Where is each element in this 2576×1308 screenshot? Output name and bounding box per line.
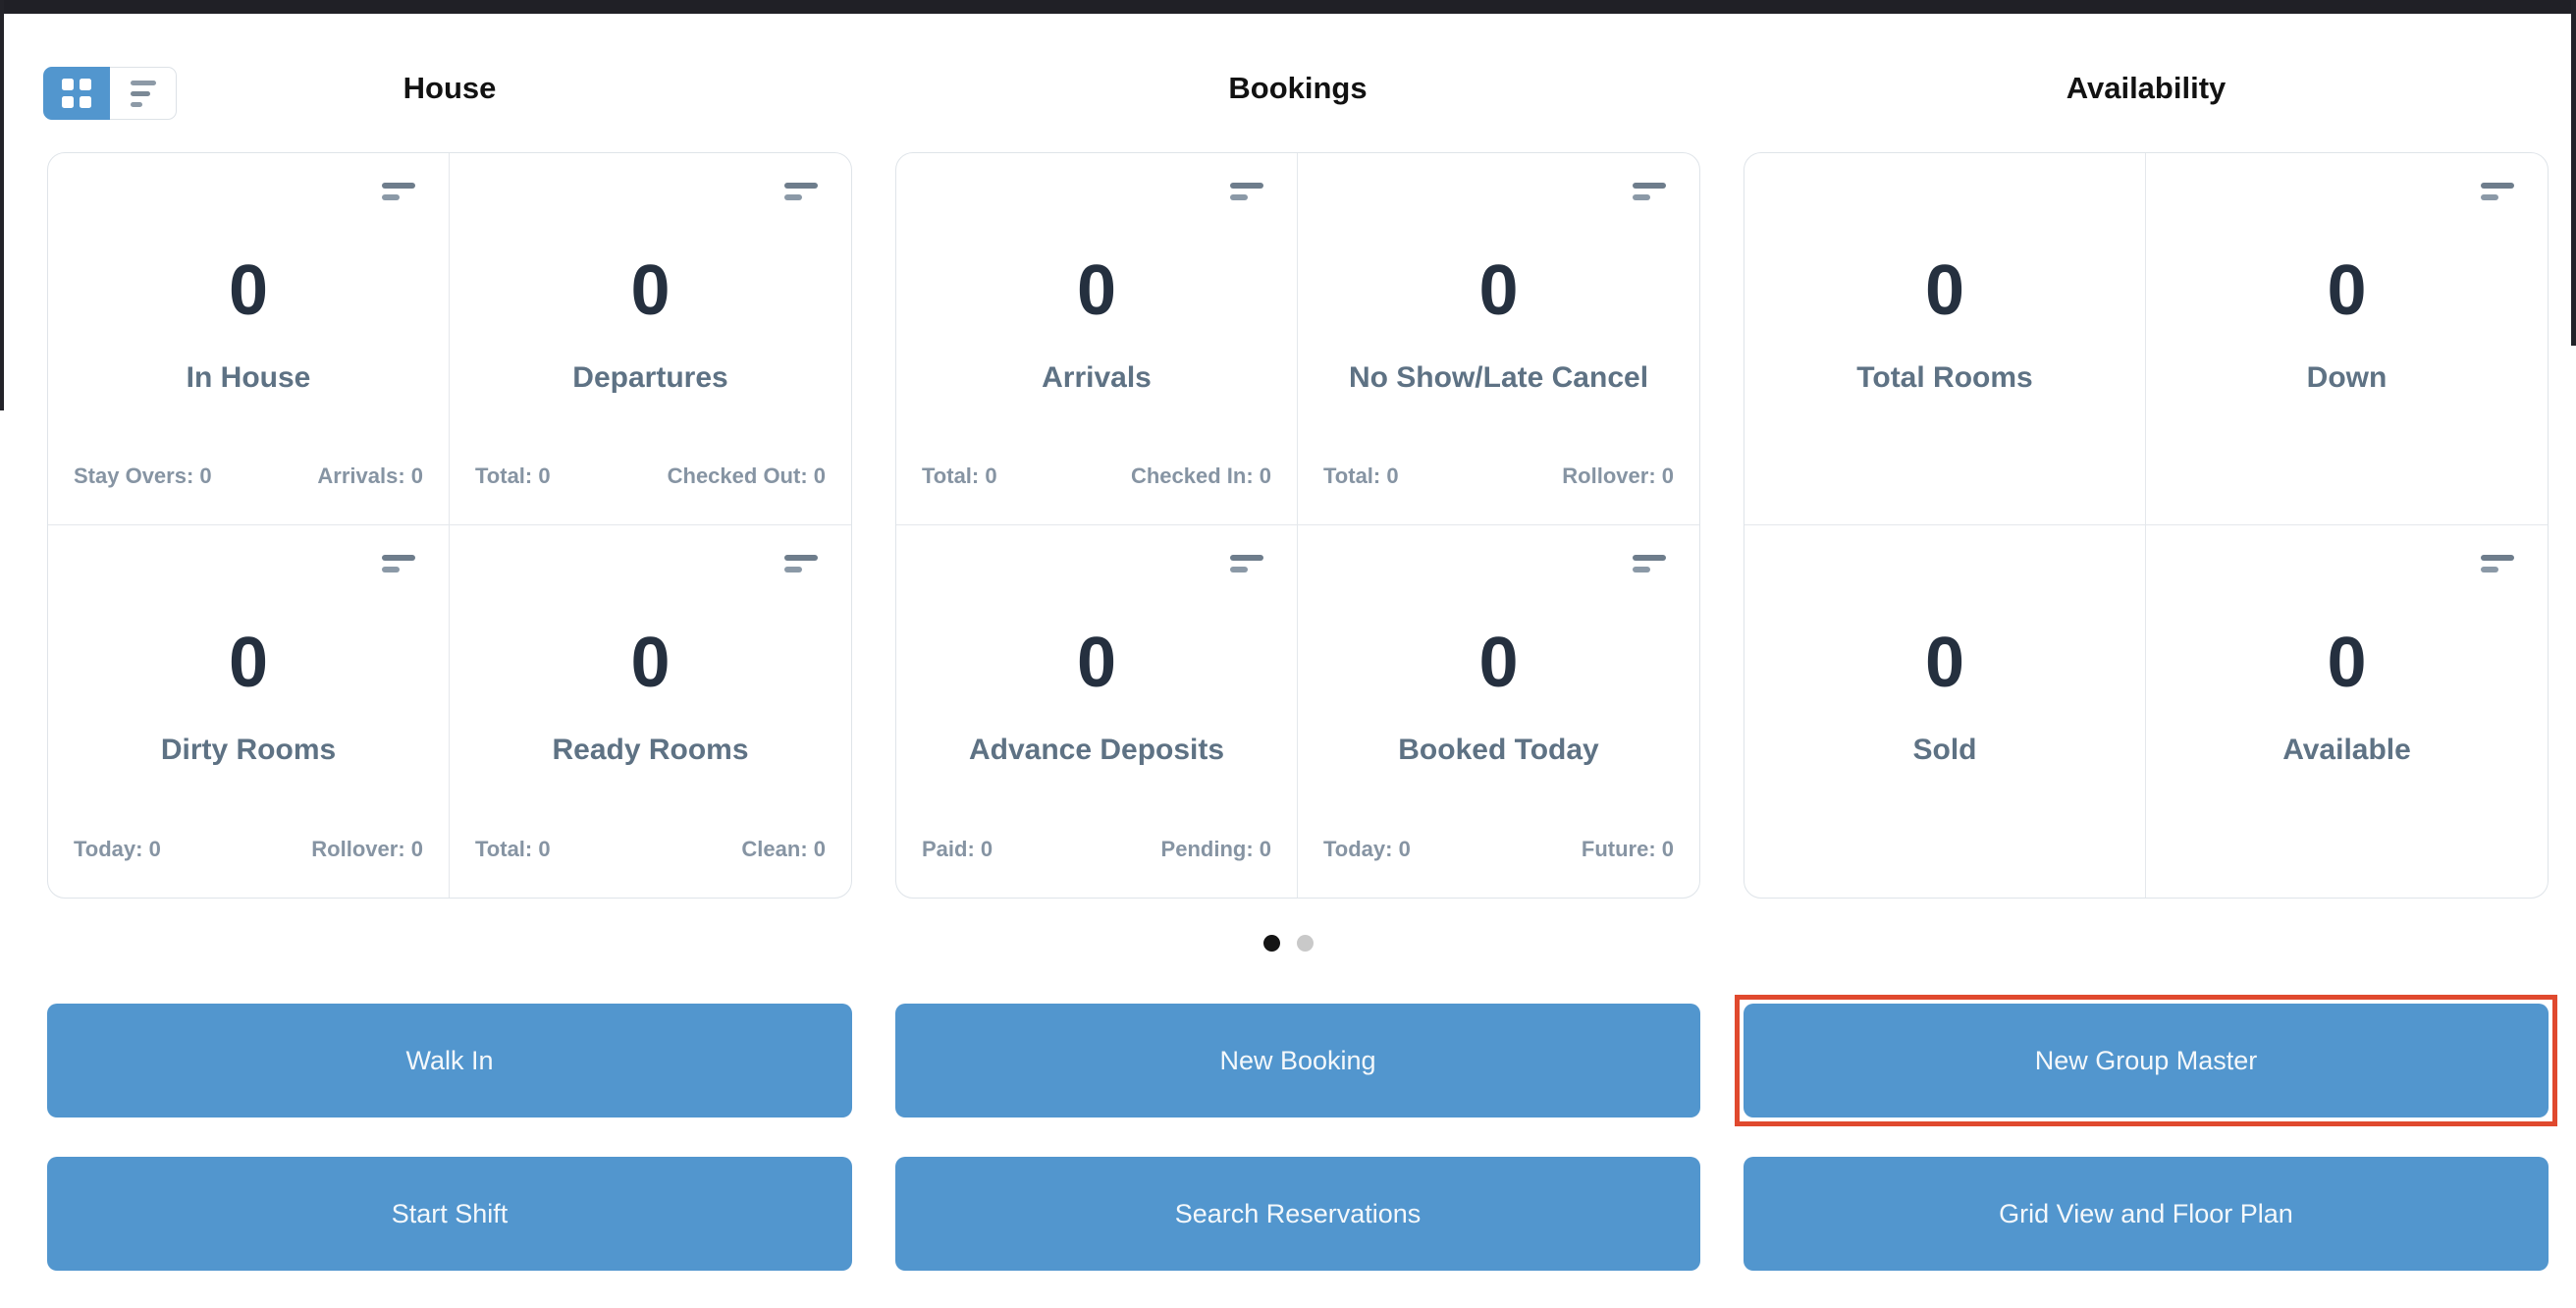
- stat-card-down[interactable]: 0 Down: [2146, 153, 2548, 525]
- stat-value: 0: [228, 624, 269, 702]
- start-shift-button[interactable]: Start Shift: [47, 1157, 852, 1271]
- stat-label: Dirty Rooms: [160, 734, 337, 766]
- stat-value: 0: [630, 251, 671, 330]
- carousel-pagination: [0, 935, 2576, 952]
- card-options-icon[interactable]: [2481, 183, 2514, 200]
- stat-card-booked-today[interactable]: 0 Booked Today Today: 0 Future: 0: [1298, 525, 1699, 898]
- stat-footer-right: Future: 0: [1581, 837, 1674, 861]
- stat-footer-left: Total: 0: [475, 463, 551, 488]
- stat-label: Advance Deposits: [968, 734, 1225, 766]
- stat-label: In House: [186, 361, 311, 394]
- stat-footer: Total: 0 Checked In: 0: [922, 463, 1271, 489]
- stat-value: 0: [1924, 251, 1965, 330]
- card-options-icon[interactable]: [2481, 555, 2514, 572]
- stat-value: 0: [1478, 624, 1519, 702]
- stat-footer-left: Today: 0: [74, 837, 161, 861]
- grid-view-toggle-button[interactable]: [43, 67, 110, 120]
- stat-footer: Total: 0 Rollover: 0: [1323, 463, 1674, 489]
- stat-value: 0: [630, 624, 671, 702]
- window-top-bar: [0, 0, 2576, 14]
- card-options-icon[interactable]: [784, 555, 818, 572]
- stat-label: Available: [2282, 734, 2411, 766]
- stat-card-sold[interactable]: 0 Sold: [1744, 525, 2146, 898]
- section-title-availability: Availability: [2066, 71, 2227, 105]
- stat-footer-left: Total: 0: [1323, 463, 1399, 488]
- carousel-dot-1[interactable]: [1262, 935, 1280, 952]
- stat-label: Departures: [572, 361, 728, 394]
- stat-card-available[interactable]: 0 Available: [2146, 525, 2548, 898]
- stat-value: 0: [1478, 251, 1519, 330]
- list-view-toggle-button[interactable]: [110, 67, 177, 120]
- stat-footer-left: Today: 0: [1323, 837, 1411, 861]
- stat-value: 0: [1076, 251, 1117, 330]
- bookings-card-group: 0 Arrivals Total: 0 Checked In: 0 0 No S…: [895, 152, 1700, 899]
- stat-footer: Total: 0 Clean: 0: [475, 837, 826, 862]
- stat-value: 0: [1076, 624, 1117, 702]
- stat-card-in-house[interactable]: 0 In House Stay Overs: 0 Arrivals: 0: [48, 153, 450, 525]
- stat-footer-right: Checked Out: 0: [667, 463, 826, 488]
- search-reservations-button[interactable]: Search Reservations: [895, 1157, 1700, 1271]
- stat-footer: Today: 0 Rollover: 0: [74, 837, 423, 862]
- stat-value: 0: [228, 251, 269, 330]
- stat-card-dirty-rooms[interactable]: 0 Dirty Rooms Today: 0 Rollover: 0: [48, 525, 450, 898]
- card-options-icon[interactable]: [784, 183, 818, 200]
- walk-in-button[interactable]: Walk In: [47, 1004, 852, 1117]
- stat-card-departures[interactable]: 0 Departures Total: 0 Checked Out: 0: [450, 153, 851, 525]
- window-right-edge: [2571, 0, 2576, 346]
- grid-view-floor-plan-button[interactable]: Grid View and Floor Plan: [1744, 1157, 2549, 1271]
- window-left-edge: [0, 0, 4, 410]
- stat-footer-right: Checked In: 0: [1130, 463, 1271, 488]
- stat-footer: Total: 0 Checked Out: 0: [475, 463, 826, 489]
- stat-footer: Today: 0 Future: 0: [1323, 837, 1674, 862]
- stat-card-no-show-late-cancel[interactable]: 0 No Show/Late Cancel Total: 0 Rollover:…: [1298, 153, 1699, 525]
- house-card-group: 0 In House Stay Overs: 0 Arrivals: 0 0 D…: [47, 152, 852, 899]
- stat-footer-left: Stay Overs: 0: [74, 463, 212, 488]
- card-options-icon[interactable]: [1230, 183, 1263, 200]
- stat-footer-right: Arrivals: 0: [317, 463, 423, 488]
- stat-footer-right: Pending: 0: [1160, 837, 1271, 861]
- list-view-icon: [130, 80, 156, 107]
- stat-footer-left: Total: 0: [922, 463, 997, 488]
- section-title-bookings: Bookings: [1228, 71, 1368, 105]
- stat-label: Ready Rooms: [552, 734, 749, 766]
- grid-view-icon: [62, 79, 91, 108]
- card-options-icon[interactable]: [1633, 555, 1666, 572]
- stat-card-arrivals[interactable]: 0 Arrivals Total: 0 Checked In: 0: [896, 153, 1298, 525]
- stat-label: Total Rooms: [1856, 361, 2033, 394]
- stat-value: 0: [1924, 624, 1965, 702]
- stat-card-ready-rooms[interactable]: 0 Ready Rooms Total: 0 Clean: 0: [450, 525, 851, 898]
- stat-card-advance-deposits[interactable]: 0 Advance Deposits Paid: 0 Pending: 0: [896, 525, 1298, 898]
- stat-footer-right: Rollover: 0: [311, 837, 423, 861]
- stat-footer-right: Clean: 0: [741, 837, 826, 861]
- stat-footer-left: Total: 0: [475, 837, 551, 861]
- card-options-icon[interactable]: [1230, 555, 1263, 572]
- card-options-icon[interactable]: [382, 555, 415, 572]
- new-group-master-button[interactable]: New Group Master: [1744, 1004, 2549, 1117]
- card-options-icon[interactable]: [1633, 183, 1666, 200]
- card-options-icon[interactable]: [382, 183, 415, 200]
- stat-value: 0: [2327, 624, 2367, 702]
- stat-value: 0: [2327, 251, 2367, 330]
- stat-label: Down: [2306, 361, 2388, 394]
- stat-label: Arrivals: [1042, 361, 1152, 394]
- stat-footer: Paid: 0 Pending: 0: [922, 837, 1271, 862]
- availability-card-group: 0 Total Rooms 0 Down 0 Sold 0 Available: [1744, 152, 2549, 899]
- stat-footer-left: Paid: 0: [922, 837, 993, 861]
- stat-label: Sold: [1912, 734, 1977, 766]
- new-booking-button[interactable]: New Booking: [895, 1004, 1700, 1117]
- stat-card-total-rooms[interactable]: 0 Total Rooms: [1744, 153, 2146, 525]
- stat-footer-right: Rollover: 0: [1562, 463, 1674, 488]
- view-mode-toggle: [43, 67, 177, 120]
- carousel-dot-2[interactable]: [1296, 935, 1314, 952]
- stat-footer: Stay Overs: 0 Arrivals: 0: [74, 463, 423, 489]
- stat-label: No Show/Late Cancel: [1348, 361, 1649, 394]
- stat-label: Booked Today: [1398, 734, 1599, 766]
- section-title-house: House: [402, 71, 497, 105]
